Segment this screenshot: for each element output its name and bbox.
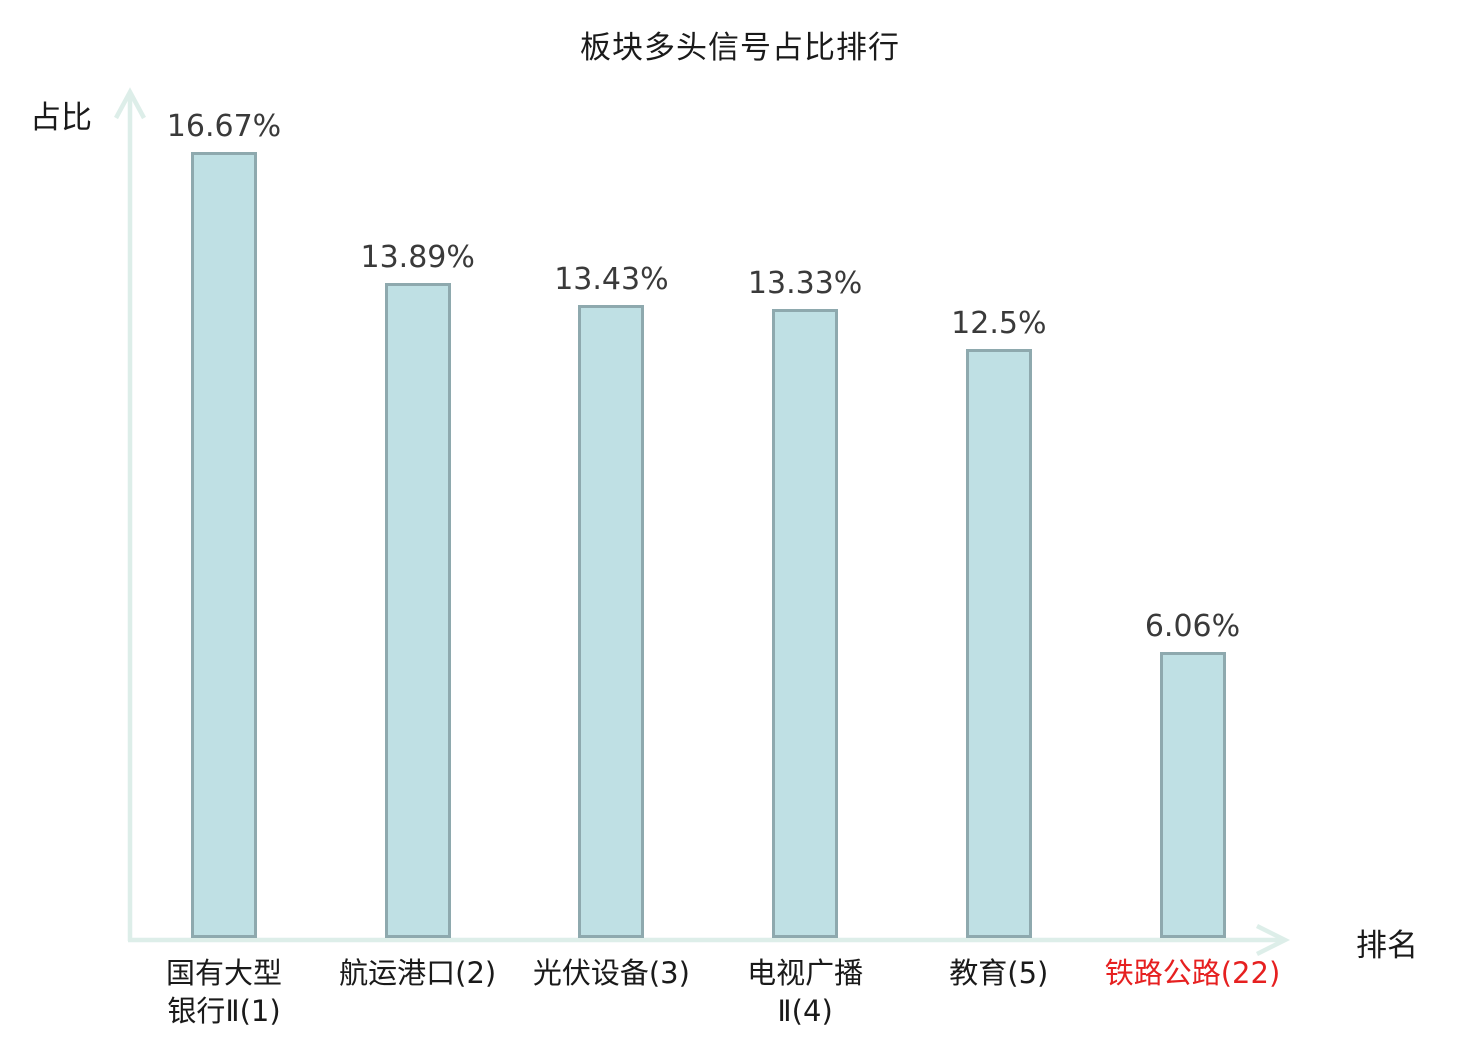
bar-value-label: 13.89%	[360, 240, 475, 275]
y-axis-arrow-icon	[114, 87, 146, 120]
axis-lines	[114, 87, 1291, 957]
bar-value-label: 13.33%	[747, 266, 863, 301]
bar	[578, 305, 645, 938]
bar	[191, 152, 257, 938]
chart-title: 板块多头信号占比排行	[580, 30, 900, 66]
category-label: 铁路公路(22)	[1104, 956, 1281, 990]
category-label: 航运港口(2)	[339, 956, 497, 990]
category-label: 电视广播 Ⅱ(4)	[747, 956, 864, 1029]
bar	[965, 349, 1032, 938]
bar-value-label: 12.5%	[951, 306, 1047, 341]
bar	[384, 283, 451, 938]
bar	[1159, 652, 1226, 938]
category-label: 国有大型 银行Ⅱ(1)	[165, 956, 282, 1029]
bar-value-label: 16.67%	[166, 109, 282, 144]
bar	[772, 309, 839, 938]
bar-value-label: 13.43%	[554, 262, 669, 297]
y-axis-label: 占比	[30, 100, 92, 136]
x-axis-arrow-icon	[1255, 923, 1291, 957]
category-label: 光伏设备(3)	[532, 956, 690, 990]
category-label: 教育(5)	[949, 956, 1049, 990]
x-axis-label: 排名	[1356, 928, 1418, 964]
bar-value-label: 6.06%	[1144, 609, 1241, 644]
